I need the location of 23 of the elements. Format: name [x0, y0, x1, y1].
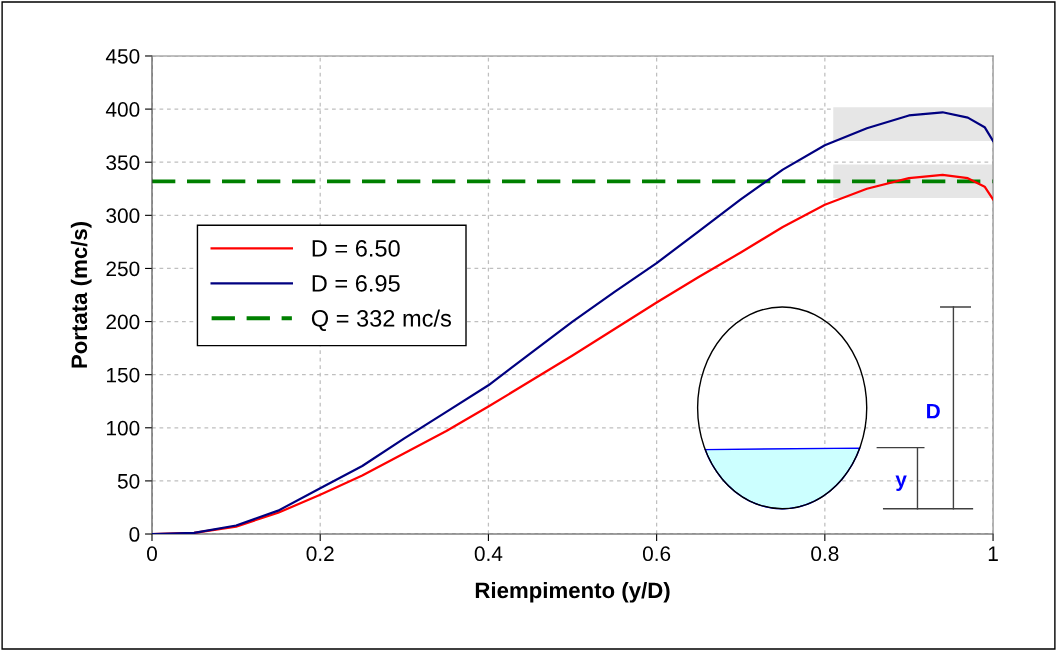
x-tick-label: 0.8	[811, 546, 839, 562]
x-tick-label: 0	[147, 546, 157, 562]
y-tick-label: 300	[106, 208, 140, 224]
y-tick-label: 150	[107, 367, 140, 383]
annotation: D	[927, 404, 940, 419]
y-tick-label: 450	[105, 48, 140, 64]
annotation: y	[895, 475, 907, 491]
y-tick-label: 350	[106, 155, 140, 170]
y-axis-title: Portata (mc/s)	[70, 222, 92, 368]
y-tick-label: 50	[117, 473, 140, 489]
y-tick-label: 400	[105, 102, 140, 117]
x-tick-label: 0.6	[642, 546, 671, 562]
legend-label: Q = 332 mc/s	[311, 309, 451, 331]
x-tick-label: 0.4	[474, 546, 503, 562]
y-tick-label: 200	[106, 314, 140, 330]
legend-label: D = 6.50	[312, 240, 400, 257]
x-tick-label: 0.2	[306, 546, 334, 562]
x-tick-label: 1	[988, 546, 998, 561]
y-tick-label: 100	[107, 420, 140, 436]
y-tick-label: 250	[106, 261, 140, 277]
legend-label: D = 6.95	[312, 275, 400, 292]
y-tick-label: 0	[129, 527, 140, 542]
x-axis-title: Riempimento (y/D)	[475, 581, 670, 603]
